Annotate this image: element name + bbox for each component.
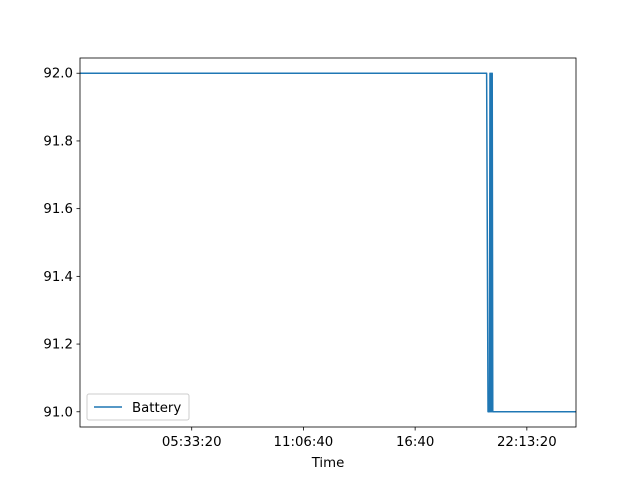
series-line-battery bbox=[80, 72, 576, 413]
x-axis-ticks: 05:33:20 11:06:40 16:40 22:13:20 bbox=[162, 427, 557, 450]
legend-box bbox=[86, 393, 190, 421]
x-tick-label: 16:40 bbox=[396, 435, 434, 450]
x-axis-label: Time bbox=[311, 456, 345, 471]
legend: Battery bbox=[86, 393, 190, 421]
y-tick-label: 91.0 bbox=[43, 405, 73, 420]
legend-label-battery: Battery bbox=[132, 401, 181, 416]
y-tick-label: 91.8 bbox=[43, 134, 73, 149]
y-tick-label: 92.0 bbox=[43, 67, 73, 82]
x-tick-label: 11:06:40 bbox=[274, 435, 334, 450]
y-tick-label: 91.4 bbox=[43, 270, 73, 285]
y-axis-ticks: 91.0 91.2 91.4 91.6 91.8 92.0 bbox=[43, 67, 80, 420]
y-tick-label: 91.6 bbox=[43, 202, 73, 217]
plot-area bbox=[80, 72, 576, 413]
x-tick-label: 05:33:20 bbox=[162, 435, 222, 450]
y-tick-label: 91.2 bbox=[43, 338, 73, 353]
axes-frame bbox=[79, 57, 577, 428]
x-tick-label: 22:13:20 bbox=[497, 435, 557, 450]
